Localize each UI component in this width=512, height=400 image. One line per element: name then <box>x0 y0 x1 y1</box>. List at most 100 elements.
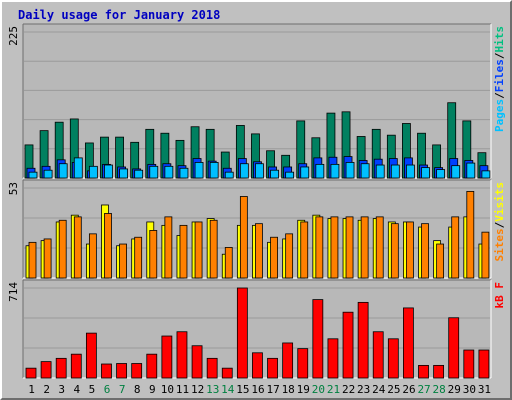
bar-kbytes <box>267 357 278 379</box>
x-tick-label-day-14: 14 <box>221 383 235 396</box>
bar-pages <box>270 169 279 179</box>
bar-pages <box>73 157 83 179</box>
bar-pages <box>466 162 476 179</box>
panel-hits-files-pages: 225 Pages/Files/Hits <box>7 23 506 179</box>
bar-pages <box>360 163 370 179</box>
bar-pages <box>134 169 144 179</box>
bar-kbytes <box>387 338 399 379</box>
bar-kbytes <box>236 287 248 379</box>
bar-sites <box>43 238 52 279</box>
bar-sites <box>466 190 475 279</box>
bar-kbytes <box>40 361 52 379</box>
x-tick-label-day-6: 6 <box>104 383 111 396</box>
bar-kbytes <box>191 345 203 379</box>
bar-sites <box>149 230 158 279</box>
bar-sites <box>209 219 218 279</box>
x-tick-label-day-17: 17 <box>266 383 279 396</box>
bar-kbytes <box>327 338 339 379</box>
legend-entry: Sites <box>493 228 506 261</box>
bar-sites <box>421 223 429 279</box>
bar-sites <box>406 221 414 279</box>
series-legend: Pages/Files/Hits <box>493 26 506 132</box>
bar-sites <box>390 223 399 279</box>
legend-entry: / <box>493 52 506 59</box>
bar-sites <box>345 216 354 279</box>
x-tick-label-day-24: 24 <box>372 383 386 396</box>
bar-pages <box>149 165 159 179</box>
y-axis-max-label: 225 <box>7 26 20 46</box>
bar-sites <box>300 221 309 279</box>
legend-entry: Visits <box>493 182 506 222</box>
bar-sites <box>134 236 143 279</box>
bar-sites <box>255 223 263 279</box>
bar-kbytes <box>342 311 354 379</box>
bar-kbytes <box>448 317 460 379</box>
bar-sites <box>104 213 112 279</box>
bar-pages <box>255 163 264 179</box>
bar-pages <box>330 163 340 179</box>
bar-kbytes <box>55 357 67 379</box>
bar-kbytes <box>161 335 173 379</box>
x-tick-label-day-7: 7 <box>119 383 126 396</box>
bar-pages <box>58 163 68 179</box>
bar-kbytes <box>176 331 188 379</box>
x-tick-label-day-23: 23 <box>357 383 370 396</box>
x-tick-label-day-13: 13 <box>206 383 219 396</box>
bar-sites <box>119 243 127 279</box>
x-tick-label-day-15: 15 <box>236 383 249 396</box>
bar-sites <box>285 233 294 279</box>
bar-sites <box>28 241 37 279</box>
y-axis-max-label: 714 <box>7 282 20 302</box>
bar-pages <box>345 162 355 179</box>
legend-entry: / <box>493 92 506 99</box>
bar-sites <box>375 216 384 279</box>
x-tick-label-day-18: 18 <box>282 383 295 396</box>
bar-sites <box>224 247 233 279</box>
bar-pages <box>104 164 113 179</box>
bar-sites <box>315 216 324 279</box>
legend-entry: Files <box>493 59 506 92</box>
x-tick-label-day-26: 26 <box>402 383 415 396</box>
x-tick-label-day-21: 21 <box>327 383 340 396</box>
x-tick-label-day-16: 16 <box>251 383 264 396</box>
x-tick-label-day-22: 22 <box>342 383 355 396</box>
bar-pages <box>179 167 189 179</box>
x-tick-label-day-19: 19 <box>297 383 310 396</box>
x-tick-label-day-20: 20 <box>312 383 325 396</box>
bar-kbytes <box>403 307 414 379</box>
bar-kbytes <box>357 301 369 379</box>
bar-pages <box>436 169 446 179</box>
y-axis-max-label: 53 <box>7 182 20 195</box>
bar-pages <box>406 164 415 179</box>
bar-pages <box>224 171 234 179</box>
bar-kbytes <box>478 349 490 379</box>
chart-title: Daily usage for January 2018 <box>18 8 220 22</box>
bar-kbytes <box>433 364 445 379</box>
bar-sites <box>164 216 173 279</box>
x-axis-labels: 1 2 3 4 5 6 7 8 9 10 11 12 13 14 15 16 17 18 19 20 21 22 23 24 2… <box>28 383 491 396</box>
x-tick-label-day-1: 1 <box>28 383 35 396</box>
bar-kbytes <box>463 349 475 379</box>
bar-kbytes <box>282 342 294 379</box>
bar-kbytes <box>221 367 233 379</box>
bar-sites <box>73 216 82 279</box>
x-tick-label-day-3: 3 <box>58 383 65 396</box>
bar-pages <box>300 166 310 179</box>
bar-pages <box>43 169 53 179</box>
bar-kbytes <box>372 331 384 379</box>
x-tick-label-day-10: 10 <box>161 383 174 396</box>
legend-entry: kB F <box>493 282 506 309</box>
bar-sites <box>360 216 369 279</box>
x-tick-label-day-30: 30 <box>463 383 476 396</box>
bar-pages <box>88 165 98 179</box>
x-tick-label-day-28: 28 <box>433 383 446 396</box>
bar-pages <box>421 167 430 179</box>
x-tick-label-day-27: 27 <box>417 383 430 396</box>
bar-kbytes <box>418 364 429 379</box>
bar-sites <box>194 221 203 279</box>
x-tick-label-day-8: 8 <box>134 383 141 396</box>
bar-kbytes <box>85 332 97 379</box>
bar-pages <box>239 163 249 179</box>
bar-pages <box>481 170 491 179</box>
